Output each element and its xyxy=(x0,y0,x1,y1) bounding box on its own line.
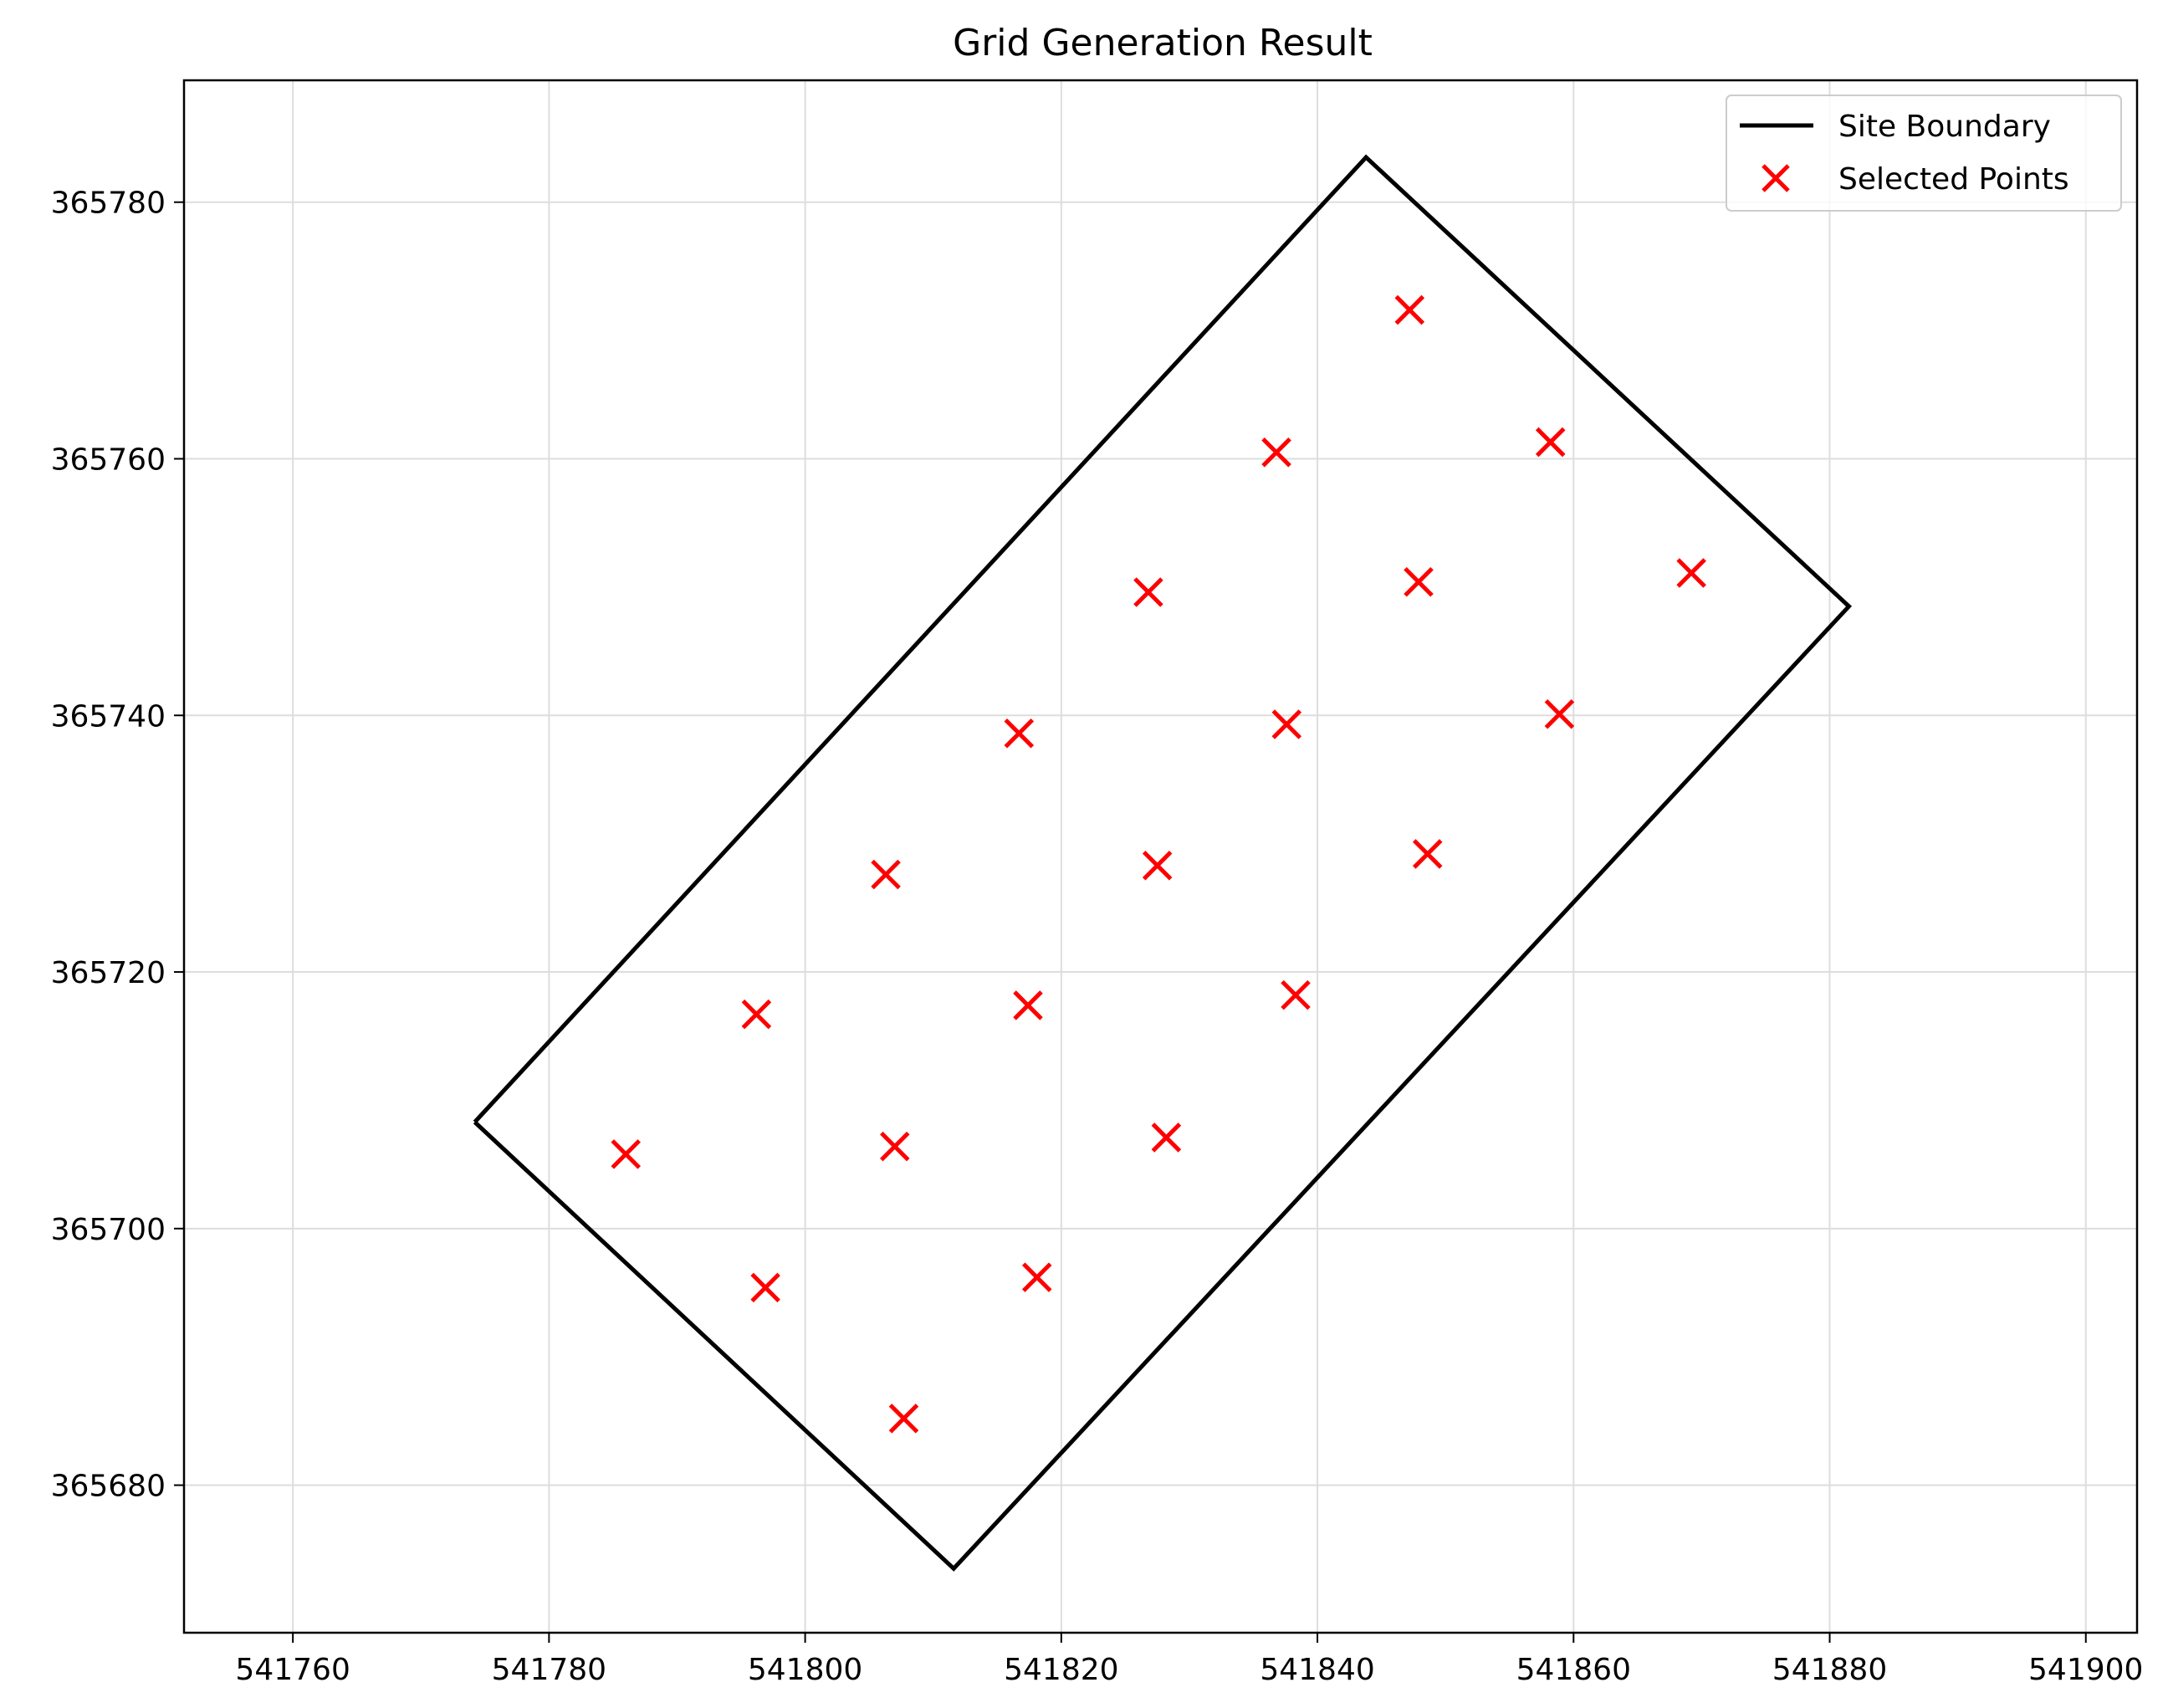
selected-point-marker xyxy=(871,859,901,890)
y-tick-label: 365720 xyxy=(51,956,166,990)
legend: Site Boundary Selected Points xyxy=(1726,95,2122,212)
selected-point-marker xyxy=(888,1404,919,1434)
selected-point-marker xyxy=(1676,558,1706,588)
selected-point-marker xyxy=(611,1139,642,1169)
y-tick-label: 365760 xyxy=(51,442,166,477)
selected-point-marker xyxy=(1544,698,1575,729)
selected-point-marker xyxy=(1133,577,1163,607)
selected-point-marker xyxy=(1261,437,1291,468)
legend-x-marker xyxy=(1762,164,1790,192)
selected-point-marker xyxy=(750,1272,780,1303)
plot-area xyxy=(473,154,1853,1572)
legend-box xyxy=(1726,95,2122,212)
y-tick-label: 365680 xyxy=(51,1470,166,1504)
x-tick-label: 541760 xyxy=(235,1653,350,1687)
selected-point-marker xyxy=(1281,979,1311,1010)
selected-point-marker xyxy=(1004,718,1035,749)
selected-point-marker xyxy=(1271,709,1302,739)
selected-point-marker xyxy=(1151,1122,1182,1153)
selected-point-marker xyxy=(1394,294,1425,325)
selected-point-marker xyxy=(1013,990,1043,1020)
x-tick-label: 541800 xyxy=(748,1653,862,1687)
site-boundary-line xyxy=(473,154,1853,1572)
selected-point-marker xyxy=(1535,427,1566,458)
x-tick-label: 541880 xyxy=(1772,1653,1887,1687)
y-tick-label: 365780 xyxy=(51,187,166,221)
selected-point-marker xyxy=(741,999,772,1030)
chart-title: Grid Generation Result xyxy=(953,22,1373,64)
x-tick-label: 541780 xyxy=(492,1653,606,1687)
selected-point-marker xyxy=(1412,839,1443,869)
plot-frame xyxy=(182,79,2139,1634)
axis-ticks: 541760 541780 541800 541820 541840 541860 5418… xyxy=(51,187,2144,1687)
x-tick-label: 541820 xyxy=(1004,1653,1118,1687)
x-tick-label: 541860 xyxy=(1516,1653,1631,1687)
x-tick-label: 541900 xyxy=(2028,1653,2143,1687)
selected-point-marker xyxy=(1142,850,1173,881)
selected-point-marker xyxy=(1021,1262,1052,1292)
x-tick-label: 541840 xyxy=(1260,1653,1374,1687)
selected-point-marker xyxy=(880,1131,910,1162)
y-tick-label: 365700 xyxy=(51,1213,166,1247)
legend-label-site-boundary: Site Boundary xyxy=(1838,110,2051,144)
legend-label-selected-points: Selected Points xyxy=(1838,162,2069,197)
selected-point-marker xyxy=(1404,566,1434,597)
y-tick-label: 365740 xyxy=(51,699,166,734)
